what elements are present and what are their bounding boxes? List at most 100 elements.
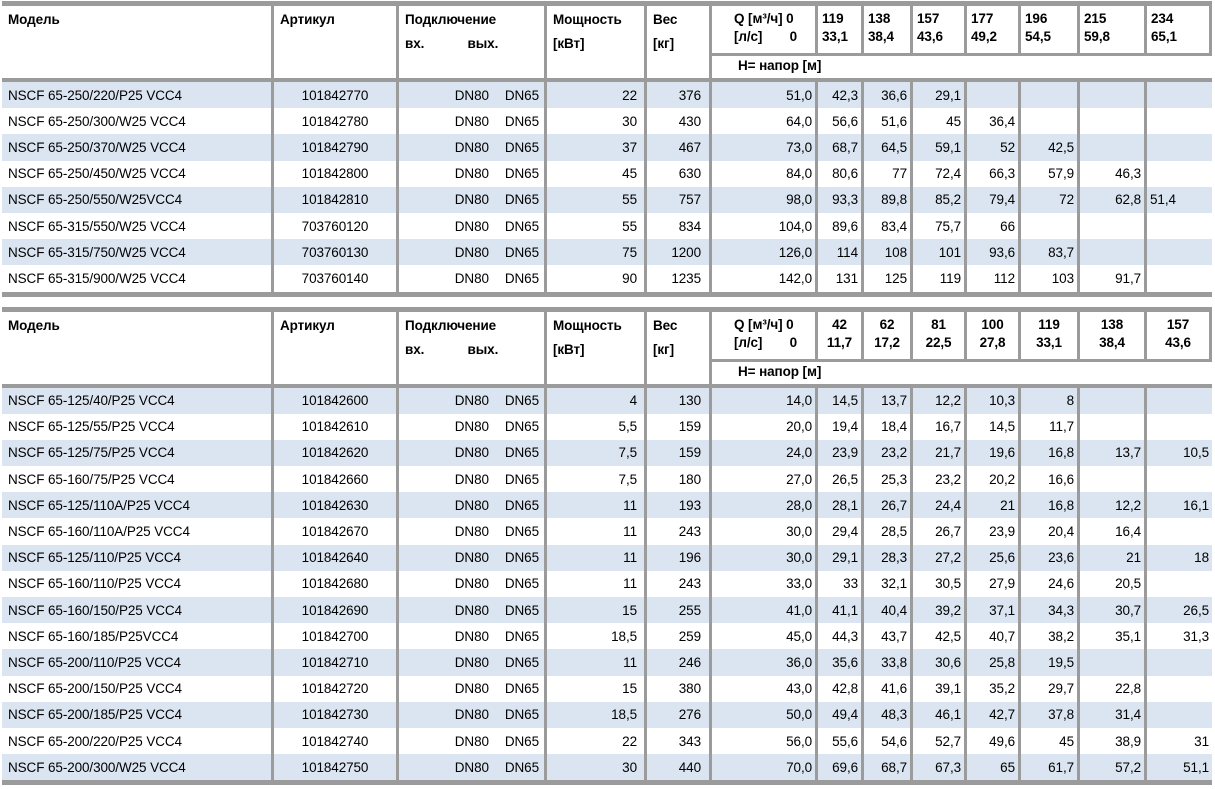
head-value-cell: 45 bbox=[913, 108, 967, 135]
head-value-cell: 68,7 bbox=[864, 754, 913, 781]
head-value-cell bbox=[1080, 387, 1147, 414]
power-cell: 15 bbox=[547, 675, 647, 702]
head-value-cell: 35,2 bbox=[967, 675, 1021, 702]
model-cell: NSCF 65-250/450/W25 VCC4 bbox=[2, 160, 274, 187]
head-value-cell: 28,3 bbox=[864, 544, 913, 571]
q-lps-value: 65,1 bbox=[1151, 29, 1177, 44]
head-value-cell: 80,6 bbox=[818, 160, 864, 187]
connection-outlet-value: DN65 bbox=[504, 524, 539, 540]
head-value-cell: 51,0 bbox=[712, 82, 818, 109]
q-m3h-value: 157 bbox=[917, 11, 940, 26]
head-value-cell bbox=[1147, 108, 1212, 134]
article-cell: 101842720 bbox=[274, 675, 399, 702]
weight-cell: 243 bbox=[647, 570, 712, 597]
head-value-cell bbox=[1147, 571, 1212, 597]
connection-outlet-value: DN65 bbox=[504, 192, 539, 208]
weight-cell: 193 bbox=[647, 492, 712, 519]
model-cell: NSCF 65-160/110/P25 VCC4 bbox=[2, 570, 274, 597]
head-value-cell: 16,6 bbox=[1021, 466, 1080, 493]
head-value-cell bbox=[1021, 82, 1080, 109]
column-header-connection: Подключение вх. вых. bbox=[399, 6, 547, 78]
q-lps-value: 49,2 bbox=[971, 29, 997, 44]
q-m3h-value: 215 bbox=[1084, 11, 1107, 26]
model-cell: NSCF 65-125/40/P25 VCC4 bbox=[2, 387, 274, 414]
head-value-cell: 8 bbox=[1021, 387, 1080, 414]
connection-outlet-value: DN65 bbox=[504, 602, 539, 618]
head-value-cell: 26,7 bbox=[864, 492, 913, 519]
head-value-cell: 79,4 bbox=[967, 186, 1021, 213]
connection-values: DN80 DN65 bbox=[399, 445, 544, 460]
head-value-cell: 104,0 bbox=[712, 212, 818, 240]
head-value-cell bbox=[1147, 213, 1212, 239]
inlet-label: вх. bbox=[405, 36, 425, 51]
weight-cell: 243 bbox=[647, 518, 712, 545]
head-value-cell: 112 bbox=[967, 265, 1021, 292]
head-value-cell: 16,8 bbox=[1021, 439, 1080, 467]
q-m3h-value: 42 bbox=[832, 316, 847, 332]
head-value-cell: 13,7 bbox=[864, 387, 913, 414]
head-value-cell: 30,0 bbox=[712, 518, 818, 545]
head-value-cell: 43,0 bbox=[712, 675, 818, 702]
head-value-cell: 48,3 bbox=[864, 701, 913, 728]
power-cell: 30 bbox=[547, 754, 647, 781]
lps-zero-value: 0 bbox=[789, 29, 798, 44]
table-bottom-border bbox=[2, 780, 1212, 786]
connection-values: DN80 DN65 bbox=[399, 707, 544, 722]
q-lps-value: 33,1 bbox=[822, 29, 848, 44]
connection-cell: DN80 DN65 bbox=[399, 134, 547, 161]
head-value-cell: 43,7 bbox=[864, 623, 913, 650]
connection-cell: DN80 DN65 bbox=[399, 754, 547, 781]
weight-unit-label: [кг] bbox=[653, 341, 674, 357]
head-value-cell bbox=[1147, 82, 1212, 108]
head-value-cell: 23,9 bbox=[967, 518, 1021, 545]
head-value-cell: 66,3 bbox=[967, 160, 1021, 187]
head-value-cell: 21 bbox=[1080, 544, 1147, 571]
head-value-cell: 46,3 bbox=[1080, 160, 1147, 187]
head-value-cell: 69,6 bbox=[818, 754, 864, 781]
q-m3h-value: 138 bbox=[868, 11, 891, 26]
model-cell: NSCF 65-250/300/W25 VCC4 bbox=[2, 108, 274, 135]
table-row: NSCF 65-315/750/W25 VCC4 703760130 DN80 DN6… bbox=[2, 239, 1212, 266]
flow-header-region: Q [м³/ч] 0 [л/с] 0 119 33,1 138 38,4 157 43,6 177… bbox=[712, 6, 1212, 78]
connection-outlet-value: DN65 bbox=[504, 733, 539, 749]
head-value-cell bbox=[1080, 413, 1147, 440]
head-value-cell: 36,4 bbox=[967, 108, 1021, 135]
table-row: NSCF 65-200/300/W25 VCC4 101842750 DN80 DN6… bbox=[2, 754, 1212, 781]
head-value-cell: 45,0 bbox=[712, 623, 818, 650]
connection-values: DN80 DN65 bbox=[399, 419, 544, 434]
head-value-cell bbox=[1021, 212, 1080, 240]
article-cell: 101842780 bbox=[274, 108, 399, 135]
article-cell: 101842770 bbox=[274, 82, 399, 109]
head-value-cell: 52 bbox=[967, 134, 1021, 161]
head-value-cell: 40,7 bbox=[967, 623, 1021, 650]
connection-outlet-value: DN65 bbox=[504, 654, 539, 670]
head-value-cell: 29,1 bbox=[913, 82, 967, 109]
q-m3h-value: 119 bbox=[822, 11, 844, 26]
head-value-cell: 75,7 bbox=[913, 212, 967, 240]
head-value-cell: 18 bbox=[1194, 550, 1209, 566]
table-row: NSCF 65-125/110A/P25 VCC4 101842630 DN80 DN… bbox=[2, 492, 1212, 519]
head-value-cell: 37,1 bbox=[967, 597, 1021, 624]
power-cell: 55 bbox=[547, 212, 647, 240]
connection-cell: DN80 DN65 bbox=[399, 439, 547, 467]
column-header-weight: Вес [кг] bbox=[647, 311, 712, 384]
q-column-header: 138 38,4 bbox=[1080, 311, 1147, 359]
head-value-cell: 30,5 bbox=[913, 570, 967, 597]
q-m3h-value: 196 bbox=[1025, 11, 1048, 26]
head-value-cell: 98,0 bbox=[712, 186, 818, 213]
connection-outlet-value: DN65 bbox=[504, 419, 539, 435]
q-flow-header: Q [м³/ч] 0 [л/с] 0 bbox=[712, 6, 818, 53]
table-row: NSCF 65-125/75/P25 VCC4 101842620 DN80 DN65… bbox=[2, 439, 1212, 467]
q-unit-line: Q [м³/ч] 0 bbox=[734, 316, 794, 332]
power-label: Мощность bbox=[553, 12, 622, 27]
head-value-cell: 30,6 bbox=[913, 649, 967, 676]
connection-inlet-value: DN80 bbox=[454, 550, 489, 566]
weight-cell: 757 bbox=[647, 186, 712, 213]
head-value-cell: 11,7 bbox=[1021, 413, 1080, 440]
head-value-cell: 35,1 bbox=[1080, 623, 1147, 650]
q-column-header: 81 22,5 bbox=[913, 311, 967, 359]
connection-cell: DN80 DN65 bbox=[399, 413, 547, 440]
model-cell: NSCF 65-160/150/P25 VCC4 bbox=[2, 597, 274, 624]
q-column-header: 138 38,4 bbox=[864, 6, 913, 53]
